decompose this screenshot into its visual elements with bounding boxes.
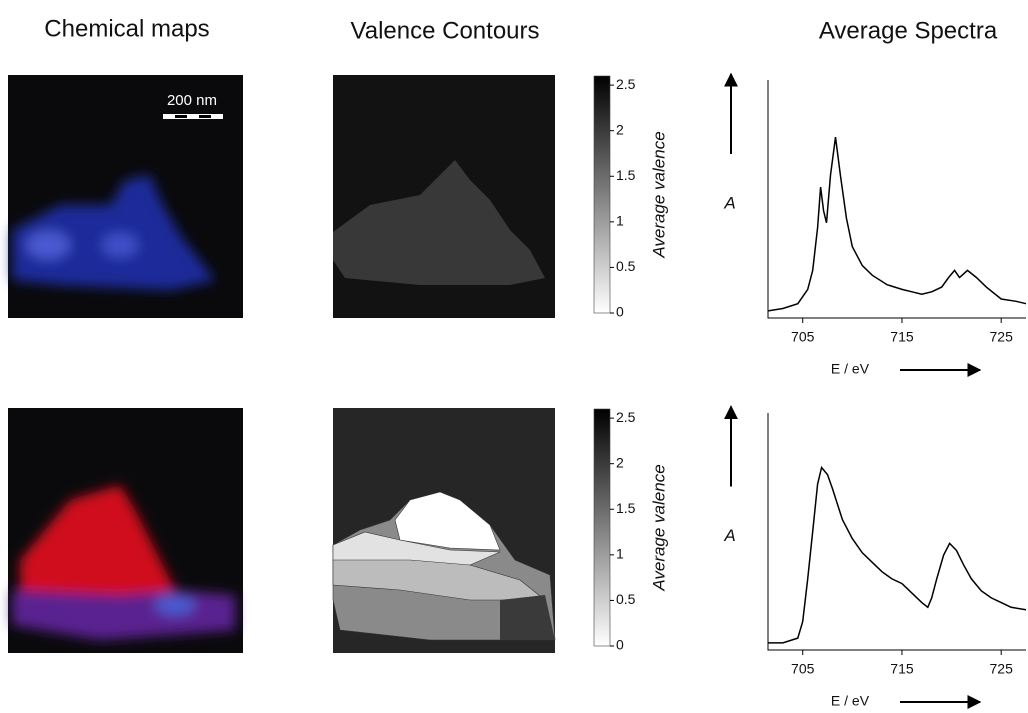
spectrum-line	[767, 137, 1027, 312]
header: Chemical maps	[44, 15, 209, 42]
header: Average Spectra	[819, 17, 998, 44]
y-tick-label: 0.5	[616, 591, 636, 607]
x-tick-label: 725	[990, 661, 1014, 677]
scale-bar-label: 200 nm	[167, 92, 217, 109]
x-tick-label: 725	[990, 329, 1014, 345]
axis-label: Average valence	[649, 464, 668, 591]
axis	[767, 413, 1026, 651]
x-axis-label: E / eV	[831, 361, 870, 377]
y-tick-label: 0.5	[616, 258, 636, 274]
header: Valence Contours	[351, 17, 540, 44]
colorbar	[593, 408, 611, 647]
valence-map	[332, 408, 556, 653]
chemical-map: 200 nm	[8, 75, 243, 318]
y-tick-label: 1	[616, 546, 624, 562]
x-tick-label: 715	[890, 661, 914, 677]
y-tick-label: 1.5	[616, 167, 636, 183]
y-tick-label: 0	[616, 304, 624, 320]
y-tick-label: 2	[616, 121, 624, 137]
spectrum-line	[768, 465, 1027, 644]
chemical-map	[8, 408, 243, 653]
valence-map	[333, 75, 555, 318]
y-tick-label: 1	[616, 213, 624, 229]
y-tick-label: 1.5	[616, 500, 636, 516]
y-tick-label: 2	[616, 454, 624, 470]
y-tick-label: 2.5	[616, 409, 636, 425]
x-axis-label: E / eV	[831, 693, 870, 709]
colorbar	[593, 75, 611, 314]
axis	[767, 80, 1026, 319]
x-tick-label: 705	[791, 661, 815, 677]
x-tick-label: 705	[791, 329, 815, 345]
y-tick-label: 2.5	[616, 76, 636, 92]
y-axis-label: A	[723, 526, 735, 545]
y-axis-label: A	[723, 193, 735, 212]
x-tick-label: 715	[890, 329, 914, 345]
axis-label: Average valence	[649, 131, 668, 258]
y-tick-label: 0	[616, 637, 624, 653]
